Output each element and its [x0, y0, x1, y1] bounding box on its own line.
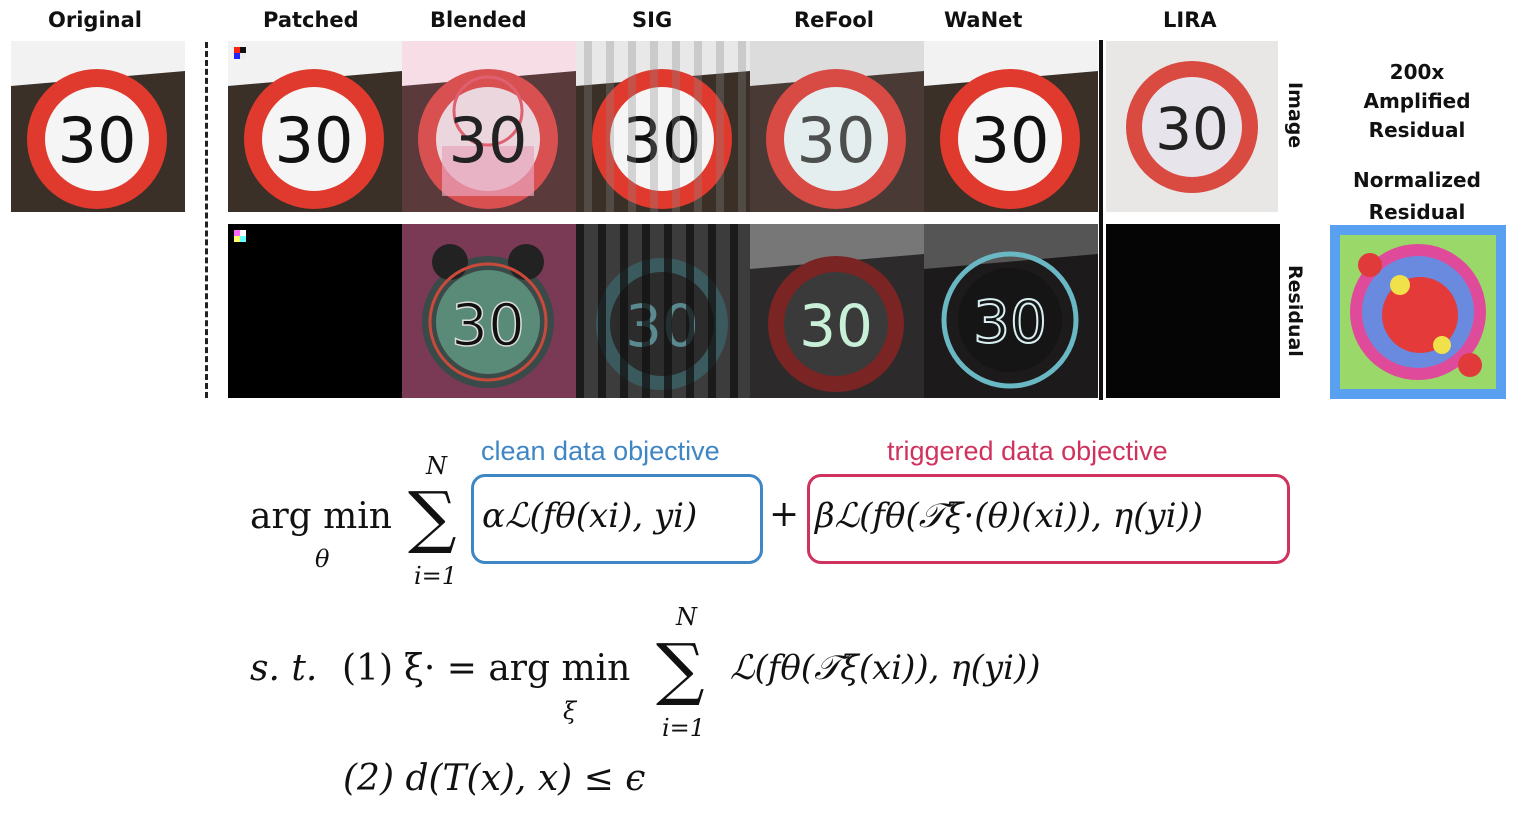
- header-patched: Patched: [263, 8, 359, 32]
- refool-residual: 30: [750, 224, 924, 398]
- header-lira: LIRA: [1163, 8, 1217, 32]
- clean-term: αℒ(fθ(xi), yi): [482, 496, 698, 536]
- amplified-residual-label: 200x Amplified Residual: [1363, 60, 1471, 142]
- original-image: 30: [11, 41, 185, 212]
- refool-image: 30: [750, 41, 924, 212]
- header-blended: Blended: [430, 8, 527, 32]
- blended-residual: 30: [402, 224, 576, 398]
- argmin-sub-theta: θ: [315, 545, 330, 573]
- sign-number: 30: [799, 292, 873, 360]
- lira-separator: [1099, 40, 1103, 400]
- sign-number: 30: [451, 291, 525, 359]
- sum2-symbol: ∑: [656, 630, 705, 709]
- blended-image: 30: [402, 41, 576, 212]
- triggered-objective-box: [807, 474, 1290, 564]
- sum2-bottom: i=1: [662, 714, 706, 742]
- sig-residual: 30: [576, 224, 750, 398]
- sign-number: 30: [797, 104, 876, 177]
- condition-1-number: (1): [342, 648, 393, 689]
- header-original: Original: [48, 8, 142, 32]
- normalized-residual-label: Normalized Residual: [1353, 168, 1481, 224]
- sum-symbol: ∑: [408, 478, 457, 557]
- wanet-image: 30: [924, 41, 1098, 212]
- sign-number: 30: [449, 104, 528, 177]
- condition-1-rhs: ℒ(fθ(𝒯ξ(xi)), η(yi)): [730, 648, 1041, 688]
- triggered-objective-label: triggered data objective: [887, 436, 1168, 466]
- clean-objective-box: [471, 474, 763, 564]
- row-label-residual: Residual: [1284, 265, 1306, 357]
- lira-image: 30: [1106, 41, 1278, 212]
- header-refool: ReFool: [794, 8, 874, 32]
- patched-image: 30: [228, 41, 402, 212]
- sum2-top: N: [676, 603, 697, 631]
- sign-number: 30: [58, 104, 137, 177]
- normalized-residual-heatmap: [1330, 225, 1506, 399]
- clean-objective-label: clean data objective: [481, 436, 720, 466]
- condition-1-sub: ξ: [563, 697, 577, 725]
- dashed-separator: [205, 42, 208, 398]
- condition-1-lhs: ξ· = arg min: [404, 648, 631, 689]
- condition-2: (2) d(T(x), x) ≤ ϵ: [343, 758, 646, 799]
- lira-residual: [1106, 224, 1280, 398]
- st-label: s. t.: [250, 648, 318, 689]
- sign-number: 30: [275, 104, 354, 177]
- wanet-residual: 30: [924, 224, 1098, 398]
- sum-bottom: i=1: [414, 562, 458, 590]
- header-wanet: WaNet: [944, 8, 1023, 32]
- sign-number: 30: [973, 288, 1047, 356]
- sum-top: N: [426, 452, 447, 480]
- sign-number: 30: [1155, 95, 1229, 163]
- argmin-theta: arg min: [250, 496, 392, 537]
- plus-sign: +: [769, 494, 800, 535]
- sign-number: 30: [971, 104, 1050, 177]
- header-sig: SIG: [632, 8, 673, 32]
- triggered-term: βℒ(fθ(𝒯ξ·(θ)(xi)), η(yi)): [815, 496, 1204, 536]
- patched-residual: [228, 224, 402, 398]
- sign-number: 30: [623, 104, 702, 177]
- sig-image: 30: [576, 41, 750, 212]
- row-label-image: Image: [1284, 82, 1306, 149]
